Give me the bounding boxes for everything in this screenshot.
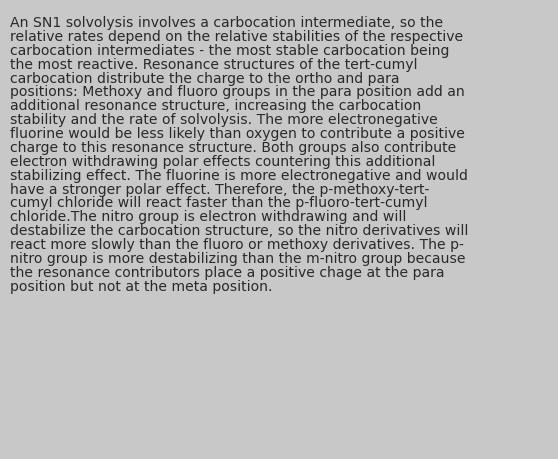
Text: electron withdrawing polar effects countering this additional: electron withdrawing polar effects count…: [10, 154, 435, 168]
Text: carbocation distribute the charge to the ortho and para: carbocation distribute the charge to the…: [10, 72, 400, 85]
Text: An SN1 solvolysis involves a carbocation intermediate, so the: An SN1 solvolysis involves a carbocation…: [10, 16, 443, 30]
Text: destabilize the carbocation structure, so the nitro derivatives will: destabilize the carbocation structure, s…: [10, 224, 468, 238]
Text: charge to this resonance structure. Both groups also contribute: charge to this resonance structure. Both…: [10, 140, 456, 155]
Text: chloride.The nitro group is electron withdrawing and will: chloride.The nitro group is electron wit…: [10, 210, 406, 224]
Text: the resonance contributors place a positive chage at the para: the resonance contributors place a posit…: [10, 265, 445, 279]
Text: positions: Methoxy and fluoro groups in the para position add an: positions: Methoxy and fluoro groups in …: [10, 85, 465, 99]
Text: stabilizing effect. The fluorine is more electronegative and would: stabilizing effect. The fluorine is more…: [10, 168, 468, 182]
Text: stability and the rate of solvolysis. The more electronegative: stability and the rate of solvolysis. Th…: [10, 113, 438, 127]
Text: additional resonance structure, increasing the carbocation: additional resonance structure, increasi…: [10, 99, 421, 113]
Text: nitro group is more destabilizing than the m-nitro group because: nitro group is more destabilizing than t…: [10, 252, 465, 265]
Text: relative rates depend on the relative stabilities of the respective: relative rates depend on the relative st…: [10, 30, 463, 44]
Text: have a stronger polar effect. Therefore, the p-methoxy-tert-: have a stronger polar effect. Therefore,…: [10, 182, 430, 196]
Text: position but not at the meta position.: position but not at the meta position.: [10, 279, 272, 293]
Text: react more slowly than the fluoro or methoxy derivatives. The p-: react more slowly than the fluoro or met…: [10, 237, 464, 252]
Text: the most reactive. Resonance structures of the tert-cumyl: the most reactive. Resonance structures …: [10, 57, 417, 72]
Text: carbocation intermediates - the most stable carbocation being: carbocation intermediates - the most sta…: [10, 44, 449, 58]
Text: cumyl chloride will react faster than the p-fluoro-tert-cumyl: cumyl chloride will react faster than th…: [10, 196, 427, 210]
Text: fluorine would be less likely than oxygen to contribute a positive: fluorine would be less likely than oxyge…: [10, 127, 465, 141]
